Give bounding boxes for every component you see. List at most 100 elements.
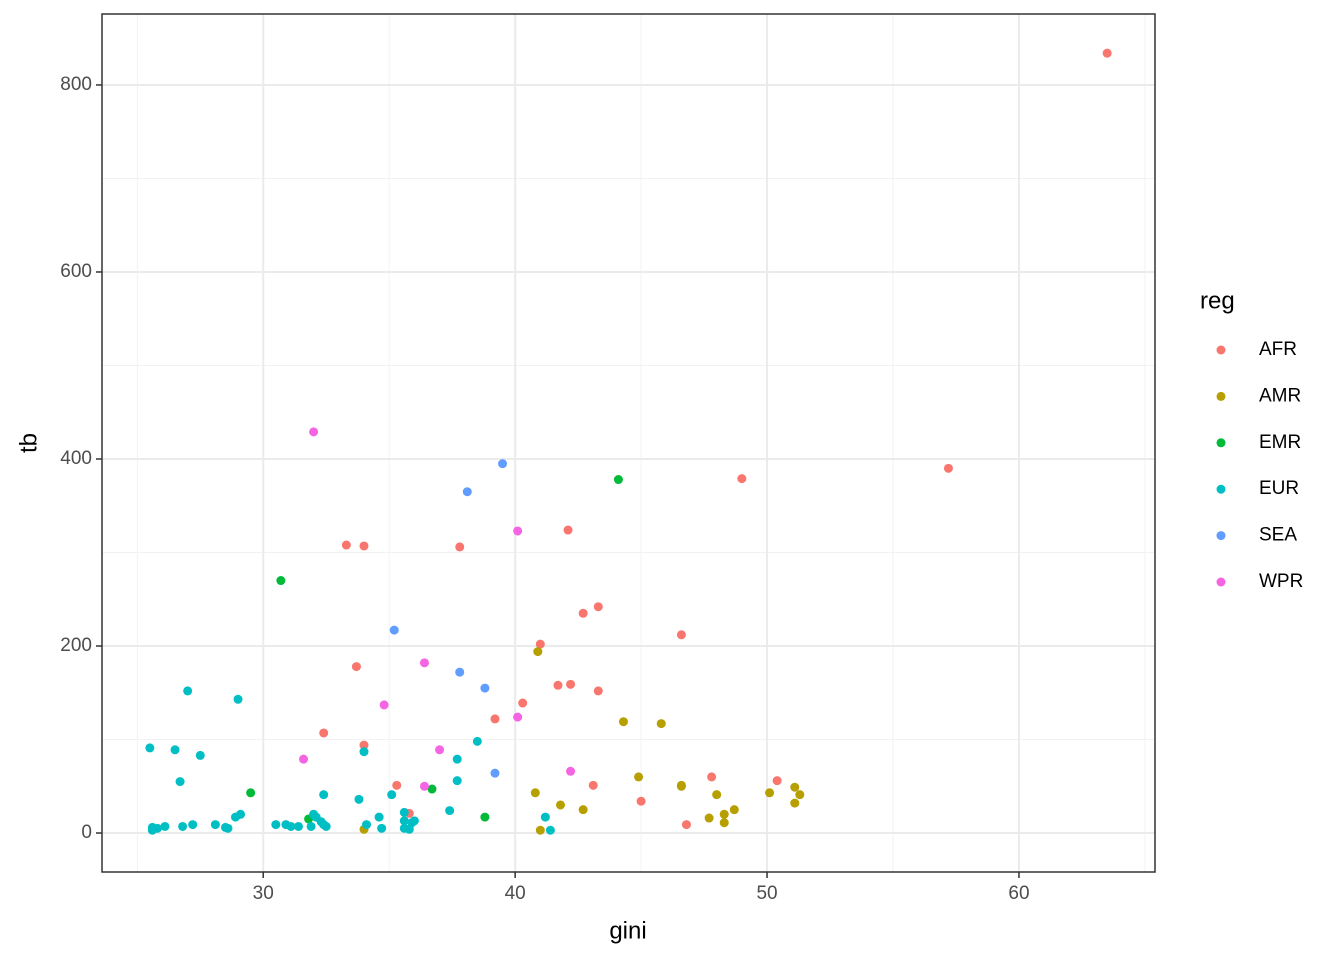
point [319,790,329,800]
x-tick-label: 60 [1008,883,1029,904]
point [387,790,397,800]
panel-border [101,13,1156,873]
point [634,772,644,782]
point [175,777,185,787]
point [540,812,550,822]
point [293,821,303,831]
point [351,662,361,672]
point [943,463,953,473]
panel [102,14,1155,872]
point [593,686,603,696]
y-tick-label: 0 [81,822,92,843]
point [563,525,573,535]
point [309,427,319,437]
point [399,816,409,826]
point [276,576,286,586]
point [195,750,205,760]
point [392,780,402,790]
point [359,747,369,757]
point [409,816,419,826]
x-tick-label: 30 [253,883,274,904]
point [613,475,623,485]
point [462,487,472,497]
point [795,790,805,800]
y-axis-title: tb [15,433,42,453]
point [299,754,309,764]
point [636,796,646,806]
point [578,608,588,618]
point [545,825,555,835]
point [379,700,389,710]
legend-label: WPR [1259,571,1303,592]
point [286,821,296,831]
point [321,821,331,831]
point [533,647,543,657]
point [719,809,729,819]
legend-key [1216,438,1226,448]
point [404,824,414,834]
legend-label: AMR [1259,385,1301,406]
point [445,806,455,816]
point [535,639,545,649]
point [359,740,369,750]
point [183,686,193,696]
point [729,805,739,815]
point [223,823,233,833]
y-tick-label: 600 [60,261,92,282]
point [790,798,800,808]
x-axis-title: gini [609,917,646,944]
y-tick-label: 800 [60,74,92,95]
point [306,821,316,831]
point [419,781,429,791]
point [618,717,628,727]
point [374,812,384,822]
point [419,658,429,668]
point [513,526,523,536]
point [319,728,329,738]
point [790,782,800,792]
legend-label: SEA [1259,525,1297,546]
legend-label: AFR [1259,339,1297,360]
point [188,820,198,830]
point [490,768,500,778]
y-tick-label: 400 [60,448,92,469]
point [231,812,241,822]
point [490,714,500,724]
point [676,630,686,640]
legend-label: EUR [1259,478,1299,499]
point [354,794,364,804]
point [588,780,598,790]
point [566,679,576,689]
legend-title: reg [1200,287,1235,314]
point [704,813,714,823]
y-tick-label: 200 [60,635,92,656]
point [435,745,445,755]
point [341,540,351,550]
point [707,772,717,782]
legend-key [1216,484,1226,494]
point [480,812,490,822]
point [593,602,603,612]
point [210,820,220,830]
point [455,667,465,677]
legend-key [1216,391,1226,401]
point [553,680,563,690]
legend-key [1216,577,1226,587]
point [377,823,387,833]
point [152,823,162,833]
point [518,698,528,708]
point [535,825,545,835]
point [452,754,462,764]
point [555,800,565,810]
point [566,766,576,776]
point [498,459,508,469]
point [427,784,437,794]
point [233,694,243,704]
x-tick-label: 40 [505,883,526,904]
point [676,781,686,791]
point [246,788,256,798]
point [530,788,540,798]
point [389,625,399,635]
point [765,788,775,798]
point [452,776,462,786]
